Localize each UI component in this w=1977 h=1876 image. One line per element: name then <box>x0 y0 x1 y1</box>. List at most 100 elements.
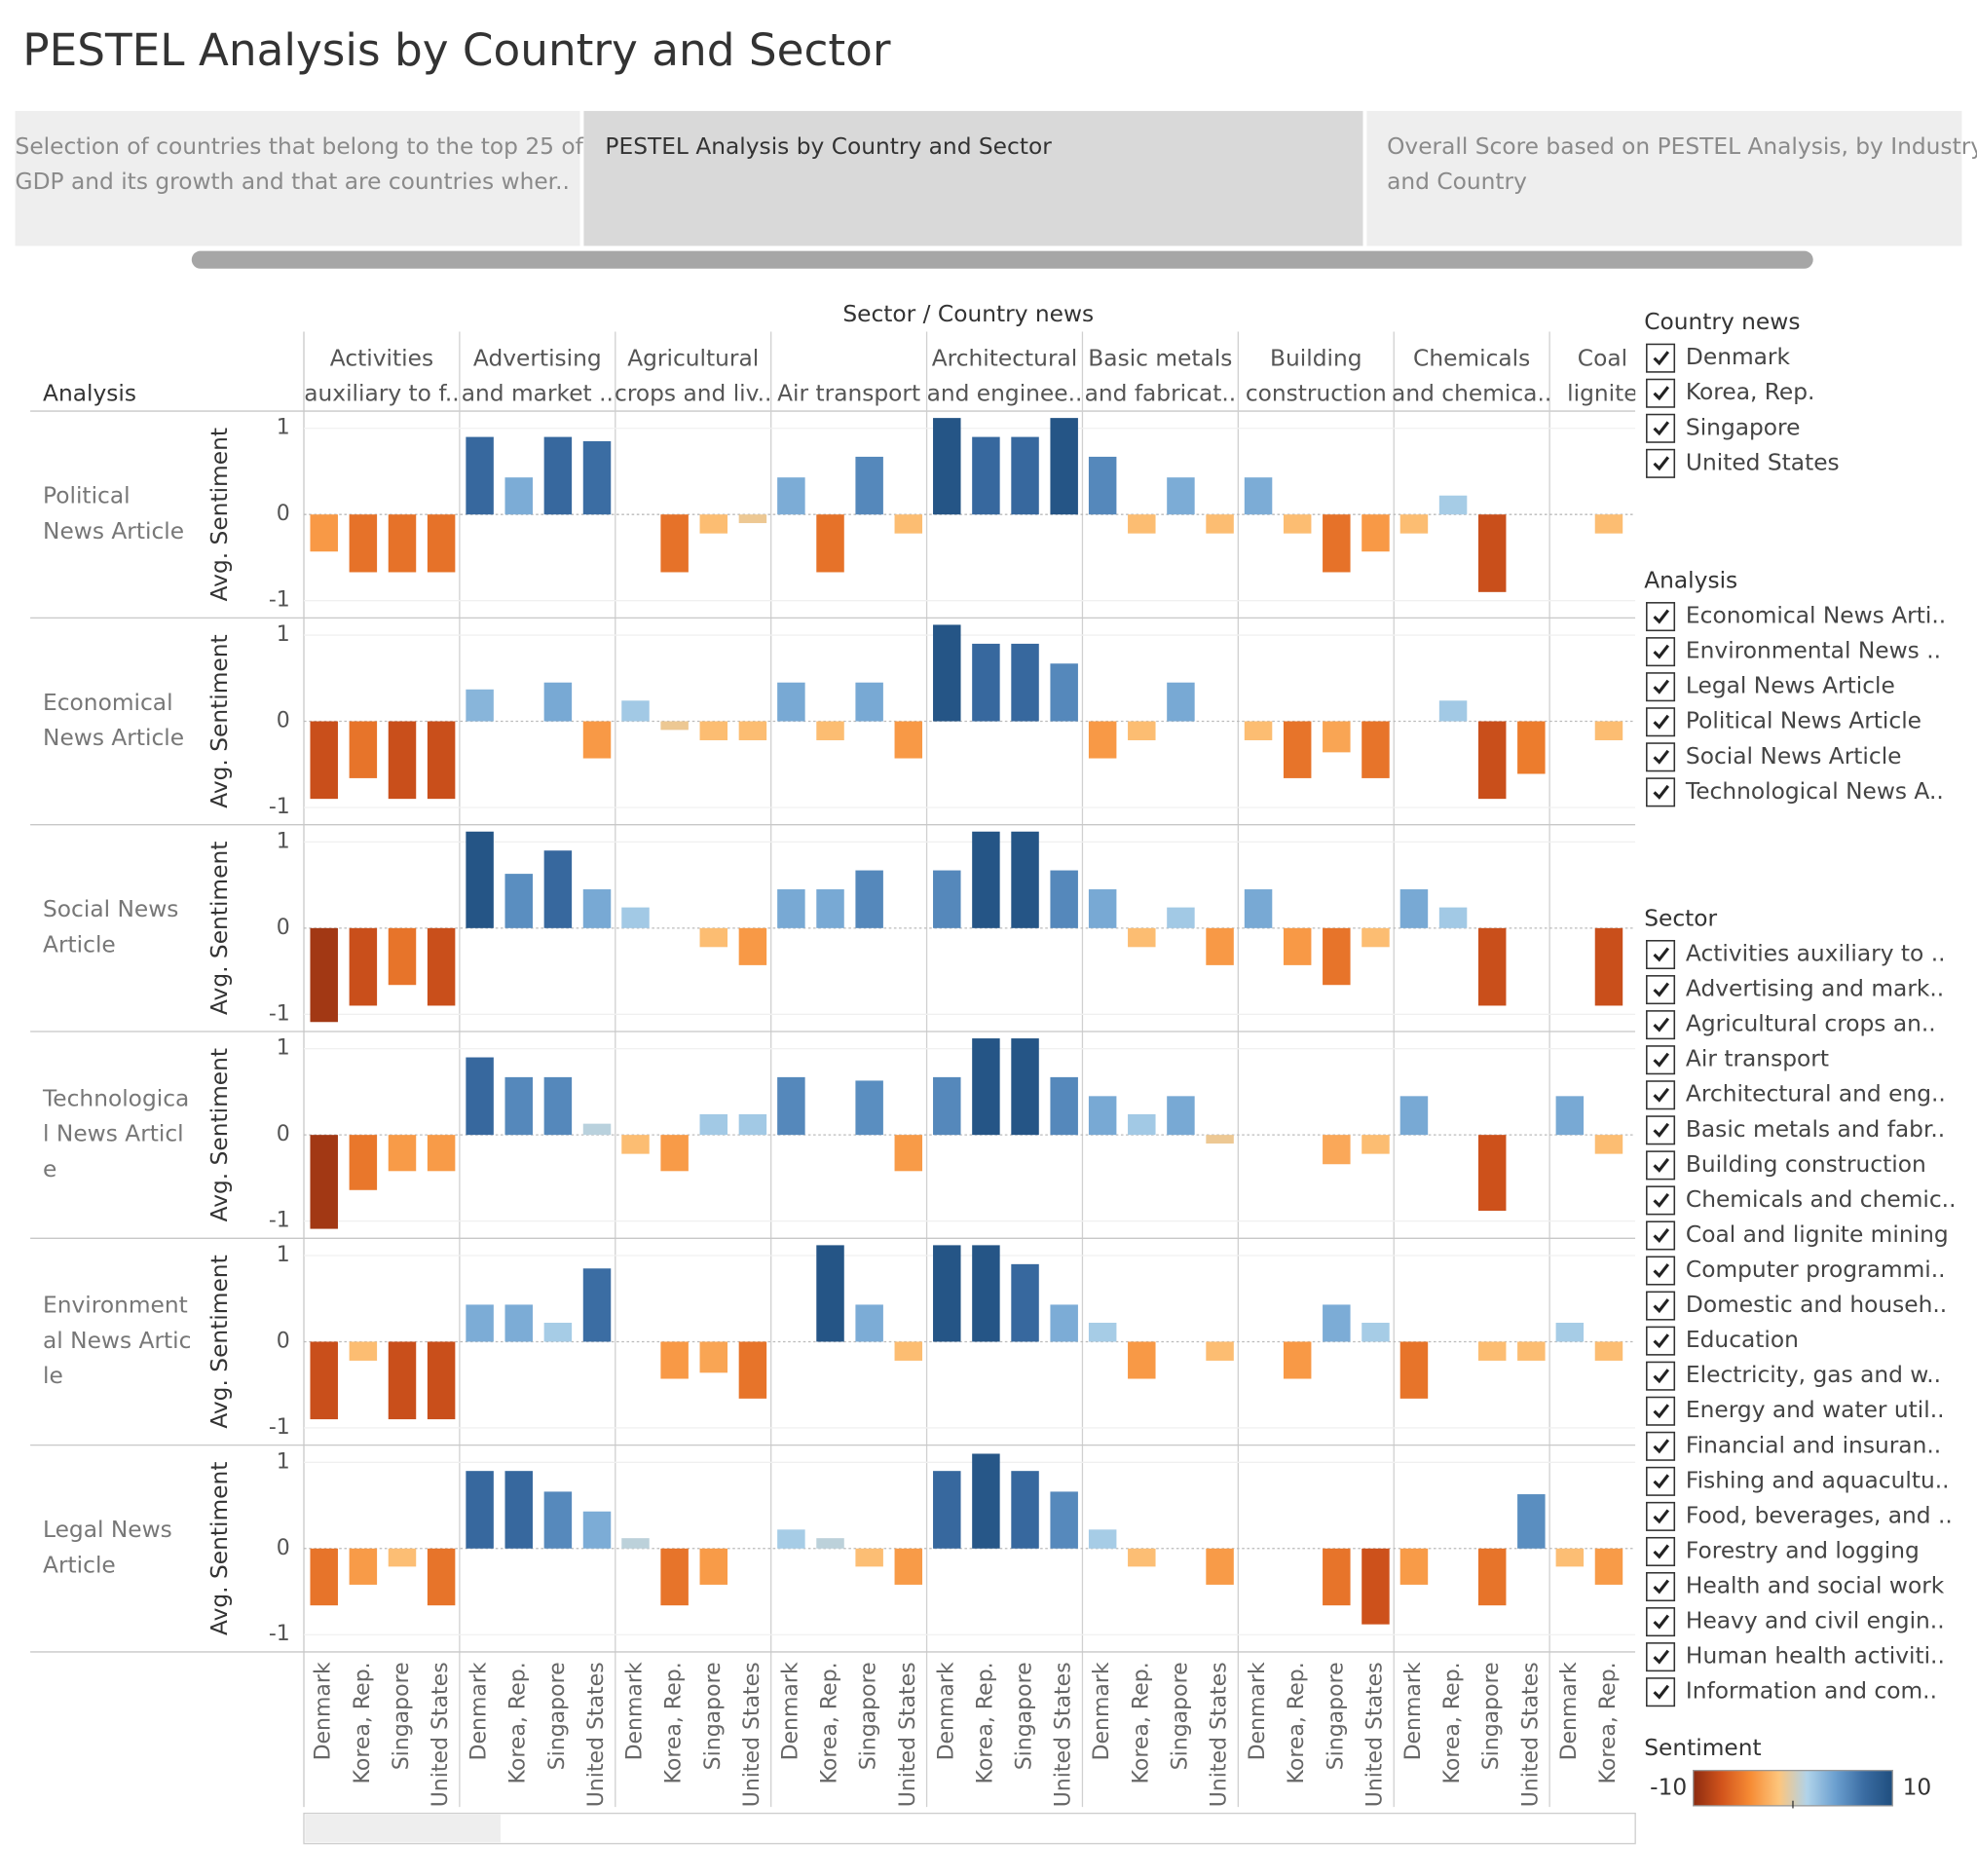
check-mark <box>1653 1333 1670 1349</box>
check-mark <box>1653 1404 1670 1419</box>
checkbox[interactable] <box>1646 777 1676 807</box>
bar <box>1323 721 1351 753</box>
checkbox[interactable] <box>1646 1326 1676 1356</box>
filter-item[interactable]: Architectural and eng.. <box>1686 1081 1946 1107</box>
filter-item[interactable]: Building construction <box>1686 1151 1926 1178</box>
bar <box>1128 1341 1156 1379</box>
checkbox[interactable] <box>1646 448 1676 478</box>
bar <box>933 1076 961 1136</box>
filter-item[interactable]: Air transport <box>1686 1046 1829 1072</box>
filter-item[interactable]: Energy and water util.. <box>1686 1397 1945 1423</box>
scrollbar[interactable] <box>191 250 1813 269</box>
bar <box>621 907 650 928</box>
filter-item[interactable]: Denmark <box>1686 344 1791 370</box>
checkbox[interactable] <box>1646 1256 1676 1286</box>
bar <box>1399 1341 1429 1399</box>
bar <box>972 1038 1000 1136</box>
filter-item[interactable]: Financial and insuran.. <box>1686 1432 1941 1458</box>
bar <box>427 721 456 800</box>
h-scroll-thumb[interactable] <box>305 1814 501 1843</box>
checkbox[interactable] <box>1646 1185 1676 1216</box>
sector-label: lignite mi.. <box>1567 381 1688 407</box>
filter-item[interactable]: Environmental News .. <box>1686 638 1941 664</box>
checkbox[interactable] <box>1646 343 1676 373</box>
checkbox[interactable] <box>1646 1115 1676 1145</box>
filter-item[interactable]: Fishing and aquacultu.. <box>1686 1467 1950 1493</box>
filter-item[interactable]: Political News Article <box>1686 708 1921 734</box>
bar <box>1362 514 1390 552</box>
bar <box>466 689 494 722</box>
bar <box>1323 1304 1351 1342</box>
filter-item[interactable]: Agricultural crops an.. <box>1686 1011 1936 1037</box>
filter-item[interactable]: Human health activiti.. <box>1686 1643 1945 1670</box>
checkbox[interactable] <box>1646 1642 1676 1672</box>
bar <box>1362 721 1390 778</box>
x-tick-label: United States <box>896 1662 920 1807</box>
checkbox[interactable] <box>1646 1466 1676 1496</box>
checkbox[interactable] <box>1646 413 1676 443</box>
tab-active[interactable] <box>583 110 1363 246</box>
filter-item[interactable]: Domestic and househ.. <box>1686 1292 1947 1318</box>
checkbox[interactable] <box>1646 1045 1676 1075</box>
filter-item[interactable]: Social News Article <box>1686 743 1902 769</box>
bar <box>933 1471 961 1549</box>
filter-item[interactable]: Coal and lignite mining <box>1686 1221 1949 1248</box>
bar <box>1088 1096 1117 1136</box>
filter-item[interactable]: Economical News Arti.. <box>1686 603 1946 629</box>
checkbox[interactable] <box>1646 1571 1676 1602</box>
checkbox[interactable] <box>1646 1150 1676 1181</box>
bar <box>933 624 961 722</box>
x-tick-label: United States <box>1362 1662 1387 1807</box>
filter-item[interactable]: Computer programmi.. <box>1686 1257 1946 1283</box>
checkbox[interactable] <box>1646 975 1676 1005</box>
checkbox[interactable] <box>1646 1220 1676 1251</box>
filter-item[interactable]: Basic metals and fabr.. <box>1686 1116 1945 1143</box>
h-scrollbar[interactable] <box>303 1813 1636 1845</box>
filter-item[interactable]: Information and com.. <box>1686 1678 1937 1705</box>
filter-item[interactable]: Heavy and civil engin.. <box>1686 1608 1945 1634</box>
filter-item[interactable]: Food, beverages, and .. <box>1686 1502 1953 1528</box>
checkbox[interactable] <box>1646 940 1676 970</box>
filter-item[interactable]: Legal News Article <box>1686 673 1895 699</box>
bar <box>388 1135 417 1172</box>
bar <box>1206 1341 1234 1361</box>
bar <box>543 1076 573 1136</box>
checkbox[interactable] <box>1646 602 1676 632</box>
checkbox[interactable] <box>1646 1677 1676 1707</box>
checkbox[interactable] <box>1646 1010 1676 1040</box>
filter-item[interactable]: Activities auxiliary to .. <box>1686 941 1946 967</box>
checkbox[interactable] <box>1646 1291 1676 1321</box>
filter-item[interactable]: Education <box>1686 1327 1799 1353</box>
checkbox[interactable] <box>1646 672 1676 702</box>
sector-label: Advertising <box>473 345 602 371</box>
checkbox[interactable] <box>1646 378 1676 408</box>
tab-label: GDP and its growth and that are countrie… <box>16 169 570 195</box>
sector-label: and fabricat.. <box>1085 381 1237 407</box>
checkbox[interactable] <box>1646 1080 1676 1110</box>
filter-item[interactable]: United States <box>1686 449 1840 475</box>
tab[interactable] <box>1366 110 1962 246</box>
checkbox[interactable] <box>1646 637 1676 667</box>
checkbox[interactable] <box>1646 742 1676 772</box>
checkbox[interactable] <box>1646 1607 1676 1637</box>
x-tick-label: Korea, Rep. <box>1596 1662 1621 1783</box>
filter-item[interactable]: Korea, Rep. <box>1686 379 1815 405</box>
filter-item[interactable]: Singapore <box>1686 414 1801 440</box>
filter-item[interactable]: Chemicals and chemic.. <box>1686 1186 1957 1213</box>
checkbox[interactable] <box>1646 1431 1676 1461</box>
tab[interactable] <box>15 110 580 246</box>
checkbox[interactable] <box>1646 707 1676 737</box>
bar <box>543 850 573 928</box>
checkbox[interactable] <box>1646 1361 1676 1391</box>
check-mark <box>1653 644 1670 659</box>
filter-item[interactable]: Technological News A.. <box>1685 778 1944 805</box>
filter-item[interactable]: Advertising and mark.. <box>1686 976 1944 1002</box>
checkbox[interactable] <box>1646 1501 1676 1531</box>
checkbox[interactable] <box>1646 1396 1676 1426</box>
filter-item[interactable]: Health and social work <box>1686 1573 1945 1599</box>
filter-item[interactable]: Forestry and logging <box>1686 1537 1920 1563</box>
checkbox[interactable] <box>1646 1536 1676 1566</box>
dashboard-title: PESTEL Analysis by Country and Sector <box>22 24 891 76</box>
x-tick-label: Korea, Rep. <box>506 1662 531 1783</box>
filter-item[interactable]: Electricity, gas and w.. <box>1686 1362 1941 1388</box>
